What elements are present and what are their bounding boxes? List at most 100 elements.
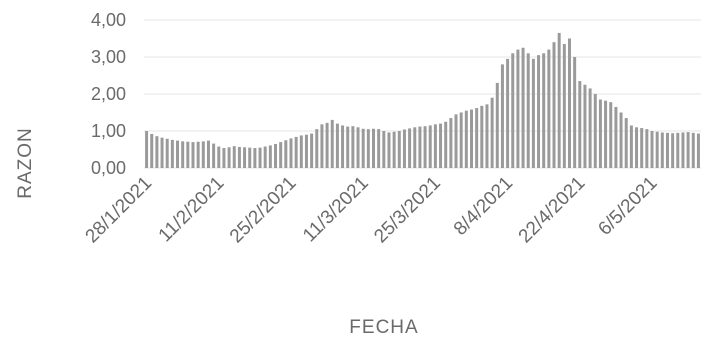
- bar: [500, 64, 504, 168]
- bar: [268, 145, 272, 168]
- bar: [604, 100, 608, 168]
- bar: [145, 131, 149, 168]
- bar: [196, 141, 200, 168]
- bar: [284, 140, 288, 168]
- x-tick-label: 6/5/2021: [594, 173, 661, 240]
- bar: [660, 132, 664, 168]
- bar: [671, 133, 675, 168]
- bar: [289, 138, 293, 168]
- bar: [222, 148, 226, 168]
- bar: [459, 112, 463, 168]
- bar: [598, 99, 602, 168]
- bar: [567, 38, 571, 168]
- x-tick-label: 22/4/2021: [515, 173, 590, 248]
- bar: [356, 127, 360, 168]
- bar: [485, 104, 489, 168]
- bar: [511, 53, 515, 168]
- bar: [263, 146, 267, 168]
- bar: [691, 132, 695, 168]
- bar: [480, 105, 484, 168]
- bar: [470, 109, 473, 168]
- bar: [366, 129, 370, 168]
- x-tick-label: 28/1/2021: [82, 173, 157, 248]
- x-tick-labels: 28/1/202111/2/202125/2/202111/3/202125/3…: [82, 173, 662, 248]
- x-tick-label: 11/3/2021: [299, 173, 373, 247]
- bar: [206, 140, 210, 168]
- bar: [377, 129, 381, 168]
- bar: [335, 123, 339, 168]
- bar: [676, 132, 680, 168]
- bar: [160, 137, 164, 168]
- bar: [521, 47, 525, 168]
- x-tick-label: 11/2/2021: [155, 173, 229, 247]
- x-tick-label: 8/4/2021: [450, 173, 517, 240]
- bar: [640, 128, 644, 168]
- bar: [506, 58, 510, 168]
- bars-layer: [145, 32, 700, 169]
- bar: [686, 132, 690, 168]
- bar: [433, 124, 437, 168]
- bar: [645, 129, 649, 168]
- y-tick-labels: 0,00 1,00 2,00 3,00 4,00: [91, 10, 126, 178]
- bar: [279, 142, 283, 168]
- bar: [361, 128, 365, 168]
- bar: [382, 131, 386, 168]
- bar: [181, 141, 185, 168]
- bar: [557, 32, 561, 169]
- bar: [650, 131, 654, 168]
- bar: [232, 146, 236, 168]
- y-axis-title: RAZON: [15, 127, 36, 199]
- bar: [619, 112, 623, 168]
- bar: [526, 53, 530, 168]
- bar: [351, 126, 355, 168]
- bar: [402, 129, 406, 168]
- grid-layer: [144, 19, 701, 169]
- bar: [588, 88, 592, 168]
- bar: [629, 125, 633, 168]
- bar: [495, 82, 499, 168]
- bar: [516, 49, 520, 168]
- bar: [237, 146, 241, 168]
- bar: [150, 133, 154, 168]
- bar: [170, 139, 174, 168]
- bar: [186, 141, 190, 168]
- bar: [583, 84, 587, 168]
- bar: [274, 143, 278, 168]
- bar: [387, 132, 391, 168]
- bar: [614, 106, 618, 168]
- bar: [294, 136, 298, 168]
- bar: [217, 146, 221, 168]
- bar: [330, 119, 334, 168]
- y-tick-label: 1,00: [91, 121, 126, 141]
- bar: [655, 131, 659, 168]
- bar: [413, 127, 417, 168]
- bar: [547, 49, 551, 168]
- bar: [449, 118, 453, 168]
- bar: [531, 58, 535, 168]
- bar: [454, 114, 458, 168]
- bar: [681, 132, 685, 168]
- bar: [299, 135, 303, 168]
- bar: [578, 81, 582, 168]
- bar: [444, 121, 448, 168]
- bar: [253, 148, 257, 168]
- bar: [201, 141, 205, 168]
- bar: [191, 142, 195, 168]
- x-tick-label: 25/3/2021: [370, 173, 445, 248]
- bar: [665, 132, 669, 168]
- bar: [562, 44, 566, 168]
- bar: [155, 136, 159, 168]
- bar: [542, 53, 546, 168]
- x-tick-label: 25/2/2021: [226, 173, 301, 248]
- bar: [397, 131, 401, 168]
- bar: [464, 110, 468, 168]
- bar: [248, 147, 252, 168]
- bar: [609, 102, 613, 168]
- y-tick-label: 3,00: [91, 47, 126, 67]
- bar: [439, 123, 443, 168]
- bar: [176, 140, 180, 168]
- bar: [593, 94, 597, 168]
- y-tick-label: 0,00: [91, 158, 126, 178]
